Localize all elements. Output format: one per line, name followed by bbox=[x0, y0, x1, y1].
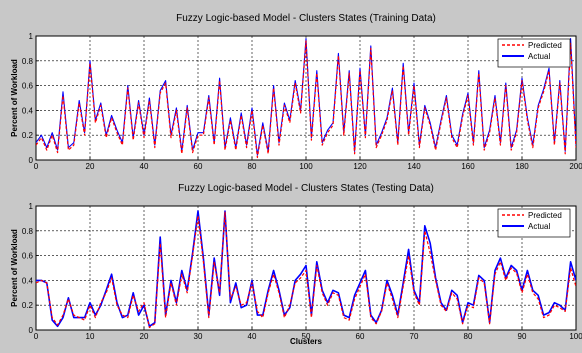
chart-title: Fuzzy Logic-based Model - Clusters State… bbox=[176, 13, 436, 24]
series-line-actual bbox=[36, 37, 576, 156]
y-tick-label: 0.2 bbox=[22, 131, 34, 140]
legend: Predicted Actual bbox=[497, 208, 571, 238]
x-tick-label: 40 bbox=[248, 332, 257, 341]
chart-title: Fuzzy Logic-based Model - Clusters State… bbox=[178, 183, 434, 194]
x-tick-label: 60 bbox=[356, 332, 365, 341]
x-tick-label: 140 bbox=[407, 162, 421, 171]
x-tick-label: 20 bbox=[140, 332, 149, 341]
y-tick-label: 0.6 bbox=[22, 82, 34, 91]
x-tick-label: 100 bbox=[569, 332, 582, 341]
y-tick-label: 0.4 bbox=[22, 276, 34, 285]
x-tick-label: 80 bbox=[464, 332, 473, 341]
y-tick-label: 1 bbox=[29, 32, 34, 41]
x-tick-label: 30 bbox=[194, 332, 203, 341]
x-tick-label: 0 bbox=[34, 162, 39, 171]
legend-label-predicted: Predicted bbox=[528, 41, 562, 50]
legend-label-actual: Actual bbox=[528, 52, 550, 61]
y-axis-label: Percent of Workload bbox=[10, 59, 19, 137]
legend-box bbox=[497, 38, 571, 68]
x-tick-label: 200 bbox=[569, 162, 582, 171]
legend-label-actual: Actual bbox=[528, 222, 550, 231]
x-tick-label: 120 bbox=[353, 162, 367, 171]
chart-panel-1: Fuzzy Logic-based Model - Clusters State… bbox=[10, 183, 582, 346]
x-tick-label: 70 bbox=[410, 332, 419, 341]
series-line-predicted bbox=[36, 211, 576, 329]
y-tick-label: 0.8 bbox=[22, 57, 34, 66]
legend-box bbox=[497, 208, 571, 238]
y-tick-label: 0 bbox=[29, 326, 34, 335]
x-tick-label: 100 bbox=[299, 162, 313, 171]
series-line-predicted bbox=[36, 40, 576, 159]
x-tick-label: 90 bbox=[518, 332, 527, 341]
y-tick-label: 0.8 bbox=[22, 227, 34, 236]
x-tick-label: 0 bbox=[34, 332, 39, 341]
y-tick-label: 0.2 bbox=[22, 301, 34, 310]
x-tick-label: 180 bbox=[515, 162, 529, 171]
y-tick-label: 0.4 bbox=[22, 106, 34, 115]
x-tick-label: 20 bbox=[86, 162, 95, 171]
x-tick-label: 160 bbox=[461, 162, 475, 171]
x-tick-label: 40 bbox=[140, 162, 149, 171]
x-tick-label: 10 bbox=[86, 332, 95, 341]
legend-label-predicted: Predicted bbox=[528, 211, 562, 220]
x-axis-label: Clusters bbox=[290, 337, 323, 346]
y-axis-label: Percent of Workload bbox=[10, 229, 19, 307]
x-tick-label: 50 bbox=[302, 332, 311, 341]
y-tick-label: 0 bbox=[29, 156, 34, 165]
x-tick-label: 80 bbox=[248, 162, 257, 171]
x-tick-label: 60 bbox=[194, 162, 203, 171]
chart-panel-0: Fuzzy Logic-based Model - Clusters State… bbox=[10, 13, 582, 171]
y-tick-label: 1 bbox=[29, 202, 34, 211]
legend: Predicted Actual bbox=[497, 38, 571, 68]
y-tick-label: 0.6 bbox=[22, 252, 34, 261]
